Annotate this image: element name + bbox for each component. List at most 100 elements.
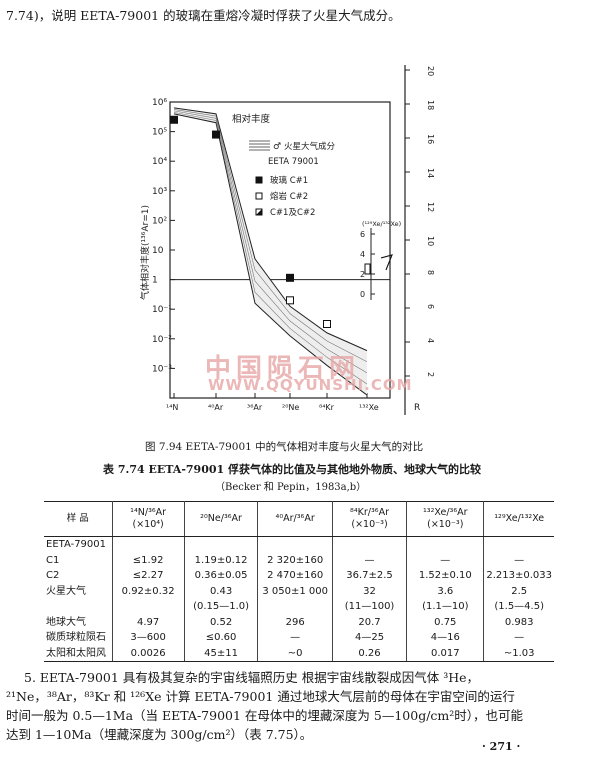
table-cell: 296 <box>257 614 333 630</box>
table-cell: 4—25 <box>332 630 408 646</box>
row-label: C1 <box>44 552 113 568</box>
inset-annotation <box>380 254 393 271</box>
table-cell: 0.0026 <box>112 645 185 662</box>
x-tick-label: ¹³²Xe <box>359 403 379 412</box>
col-header-ne-ar: ²⁰Ne/³⁶Ar <box>184 501 259 537</box>
table-cell: — <box>406 552 485 568</box>
table-cell: 3 050±1 000 <box>257 583 333 599</box>
legend-label: 熔岩 C#2 <box>270 191 308 202</box>
x-tick-label: ⁴⁰Ar <box>208 403 224 412</box>
chart-labels: 10⁶ 10⁵ 10⁴ 10³ 10² 10 1 10⁻¹ 10⁻² 10⁻³ ¹⁴N ⁴⁰Ar ³⁶A… <box>139 66 435 413</box>
y-tick-label: 1 <box>152 276 158 286</box>
mars-symbol: ♂ <box>273 142 281 152</box>
chart-axes <box>169 65 410 415</box>
right-scale-label: 20 <box>426 66 435 76</box>
table-cell: 0.017 <box>406 645 485 662</box>
x-tick-label: ⁸⁴Kr <box>319 403 335 412</box>
band-lower-line <box>173 113 368 396</box>
table-cell: 0.52 <box>184 614 259 630</box>
table-cell <box>406 536 485 553</box>
x-tick-label: ¹⁴N <box>166 403 178 412</box>
inset-tick-label: 2 <box>360 270 365 279</box>
table-row: C1 ≤1.92 1.19±0.12 2 320±160— — — <box>44 552 554 568</box>
table-cell: 0.75 <box>406 614 485 630</box>
watermark-cn: 中国陨石网 <box>205 354 361 384</box>
table-header-row: 样 品 ¹⁴N/³⁶Ar (×10⁴) ²⁰Ne/³⁶Ar ⁴⁰Ar/³⁶Ar … <box>44 501 554 537</box>
table-row: 火星大气 0.92±0.32 0.43 3 050±1 000 32 3.6 2.5 <box>44 583 554 599</box>
row-label: 碳质球粒陨石 <box>44 630 113 646</box>
gas-abundance-chart: 10⁶ 10⁵ 10⁴ 10³ 10² 10 1 10⁻¹ 10⁻² 10⁻³ ¹⁴N ⁴⁰Ar ³⁶A… <box>139 65 435 415</box>
para-line-4: 达到 1—10Ma（埋藏深度为 300g/cm²）（表 7.75）。 <box>6 727 313 742</box>
table-cell <box>257 536 333 553</box>
y-tick-label: 10⁴ <box>152 157 167 167</box>
row-label: C2 <box>44 568 113 584</box>
legend-label: C#1及C#2 <box>270 208 315 218</box>
table-cell: ≤2.27 <box>112 568 185 584</box>
table-cell: 2.5 <box>511 585 528 597</box>
inset-tick-label: 6 <box>360 230 365 239</box>
inset-ylabel: (¹²⁹Xe/¹³²Xe) <box>362 220 401 228</box>
y-tick-label: 10 <box>152 246 164 256</box>
col-header-xe-xe: ¹²⁹Xe/¹³²Xe <box>483 501 554 537</box>
table-body: EETA-79001 C1 ≤1.92 1.19±0.12 2 320±160— — — C2… <box>44 536 554 662</box>
y-tick-label: 10³ <box>152 187 167 197</box>
col-header-ar-ar: ⁴⁰Ar/³⁶Ar <box>257 501 333 537</box>
table-row: 太阳和太阳风 0.0026 45±11 ~0 0.26 0.017 ~1.03 <box>44 645 554 662</box>
table-cell: 0.43 <box>184 583 259 599</box>
table-cell: 2 320±160 <box>257 552 333 568</box>
table-cell: 0.92±0.32 <box>112 583 185 599</box>
legend-marker <box>255 192 263 200</box>
table-cell: (1.5—4.5) <box>494 601 544 613</box>
col-header-xe-ar: ¹³²Xe/³⁶Ar (×10⁻³) <box>406 501 485 537</box>
table-subtitle: （Becker 和 Pepin，1983a,b） <box>215 482 367 493</box>
mars-atmosphere-band <box>173 107 368 396</box>
right-scale-label: 16 <box>426 134 435 144</box>
right-scale-label: 10 <box>426 236 435 246</box>
table-cell: ~1.03 <box>483 645 554 662</box>
data-point-half <box>212 131 220 139</box>
data-point <box>286 273 294 282</box>
table-row: C2 ≤2.27 0.36±0.05 2 470±160 36.7±2.5 1.52±0.… <box>44 568 554 584</box>
y-tick-label: 10⁻¹ <box>152 305 172 315</box>
table-cell: — <box>257 630 333 646</box>
band-hatch-line <box>173 110 368 374</box>
table-cell <box>184 536 259 553</box>
right-scale-label: 2 <box>426 372 435 377</box>
table-cell: 45±11 <box>184 645 259 662</box>
page-number: · 271 · <box>482 740 521 753</box>
col-header-sample: 样 品 <box>44 501 113 537</box>
right-scale-label: 8 <box>426 270 435 275</box>
row-label: 地球大气 <box>44 614 113 630</box>
y-tick-label: 10⁻² <box>152 335 172 345</box>
right-scale-name: R <box>414 403 420 413</box>
x-tick-label: ²⁰Ne <box>282 403 299 412</box>
table-cell: 4—16 <box>406 630 485 646</box>
table-cell: 36.7±2.5 <box>332 568 408 584</box>
inset-tick-label: 0 <box>360 290 365 299</box>
table-cell: 4.97 <box>112 614 185 630</box>
row-label: 太阳和太阳风 <box>44 645 113 662</box>
table-cell <box>332 536 408 553</box>
table-cell: 0.26 <box>332 645 408 662</box>
table-cell <box>484 537 554 553</box>
inset-marker <box>364 263 371 275</box>
row-label: 火星大气 <box>44 583 113 599</box>
data-markers <box>170 115 331 328</box>
table-row: 碳质球粒陨石 3—600 ≤0.60—4—25 4—16— <box>44 630 554 646</box>
right-scale-label: 12 <box>426 202 435 212</box>
table-cell: 0.983 <box>504 616 534 628</box>
right-scale-label: 4 <box>426 338 435 343</box>
watermark-url: WWW.QQYUNSHI.COM <box>208 376 413 394</box>
row-label <box>44 599 113 615</box>
table-cell: 1.19±0.12 <box>184 552 259 568</box>
table-cell: (0.15—1.0) <box>184 599 259 615</box>
table-cell <box>257 599 333 615</box>
figure-caption: 图 7.94 EETA-79001 中的气体相对丰度与火星大气的对比 <box>145 441 424 453</box>
y-tick-label: 10⁵ <box>152 128 167 138</box>
x-tick-label: ³⁶Ar <box>247 403 263 412</box>
legend-marker-half <box>256 209 262 215</box>
data-point-half <box>170 116 178 124</box>
comparison-table: 样 品 ¹⁴N/³⁶Ar (×10⁴) ²⁰Ne/³⁶Ar ⁴⁰Ar/³⁶Ar … <box>44 501 554 662</box>
row-label: EETA-79001 <box>44 536 113 553</box>
legend-marker <box>255 176 263 184</box>
